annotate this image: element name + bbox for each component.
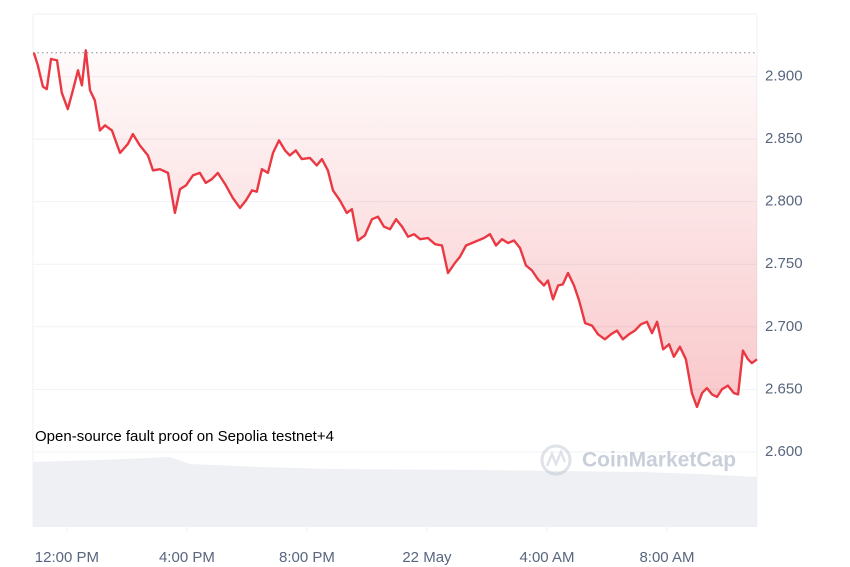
plot — [32, 49, 758, 409]
y-tick-label: 2.650 — [765, 380, 803, 397]
y-tick-label: 2.750 — [765, 255, 803, 272]
axes: 2.600 2.650 2.700 2.750 2.800 2.850 2.900 12:00… — [35, 68, 803, 566]
x-tick-label: 4:00 AM — [519, 549, 574, 566]
y-tick-label: 2.800 — [765, 193, 803, 210]
watermark: CoinMarketCap — [582, 449, 736, 472]
watermark-logo — [540, 444, 572, 476]
y-tick-label: 2.700 — [765, 318, 803, 335]
y-tick-label: 2.600 — [765, 443, 803, 460]
x-tick-label: 4:00 PM — [159, 549, 215, 566]
annotation: Open-source fault proof on Sepolia testn… — [35, 428, 334, 445]
price-line — [32, 49, 758, 409]
volume-area — [33, 457, 757, 527]
area-fill — [33, 50, 757, 407]
x-tick-label: 8:00 PM — [279, 549, 335, 566]
x-tick-label: 8:00 AM — [639, 549, 694, 566]
x-tick-label: 22 May — [402, 549, 452, 566]
x-tick-label: 12:00 PM — [35, 549, 99, 566]
y-tick-label: 2.900 — [765, 68, 803, 85]
y-tick-label: 2.850 — [765, 130, 803, 147]
